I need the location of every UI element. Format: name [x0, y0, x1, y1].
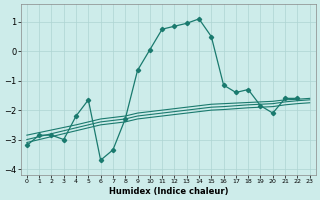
X-axis label: Humidex (Indice chaleur): Humidex (Indice chaleur): [108, 187, 228, 196]
